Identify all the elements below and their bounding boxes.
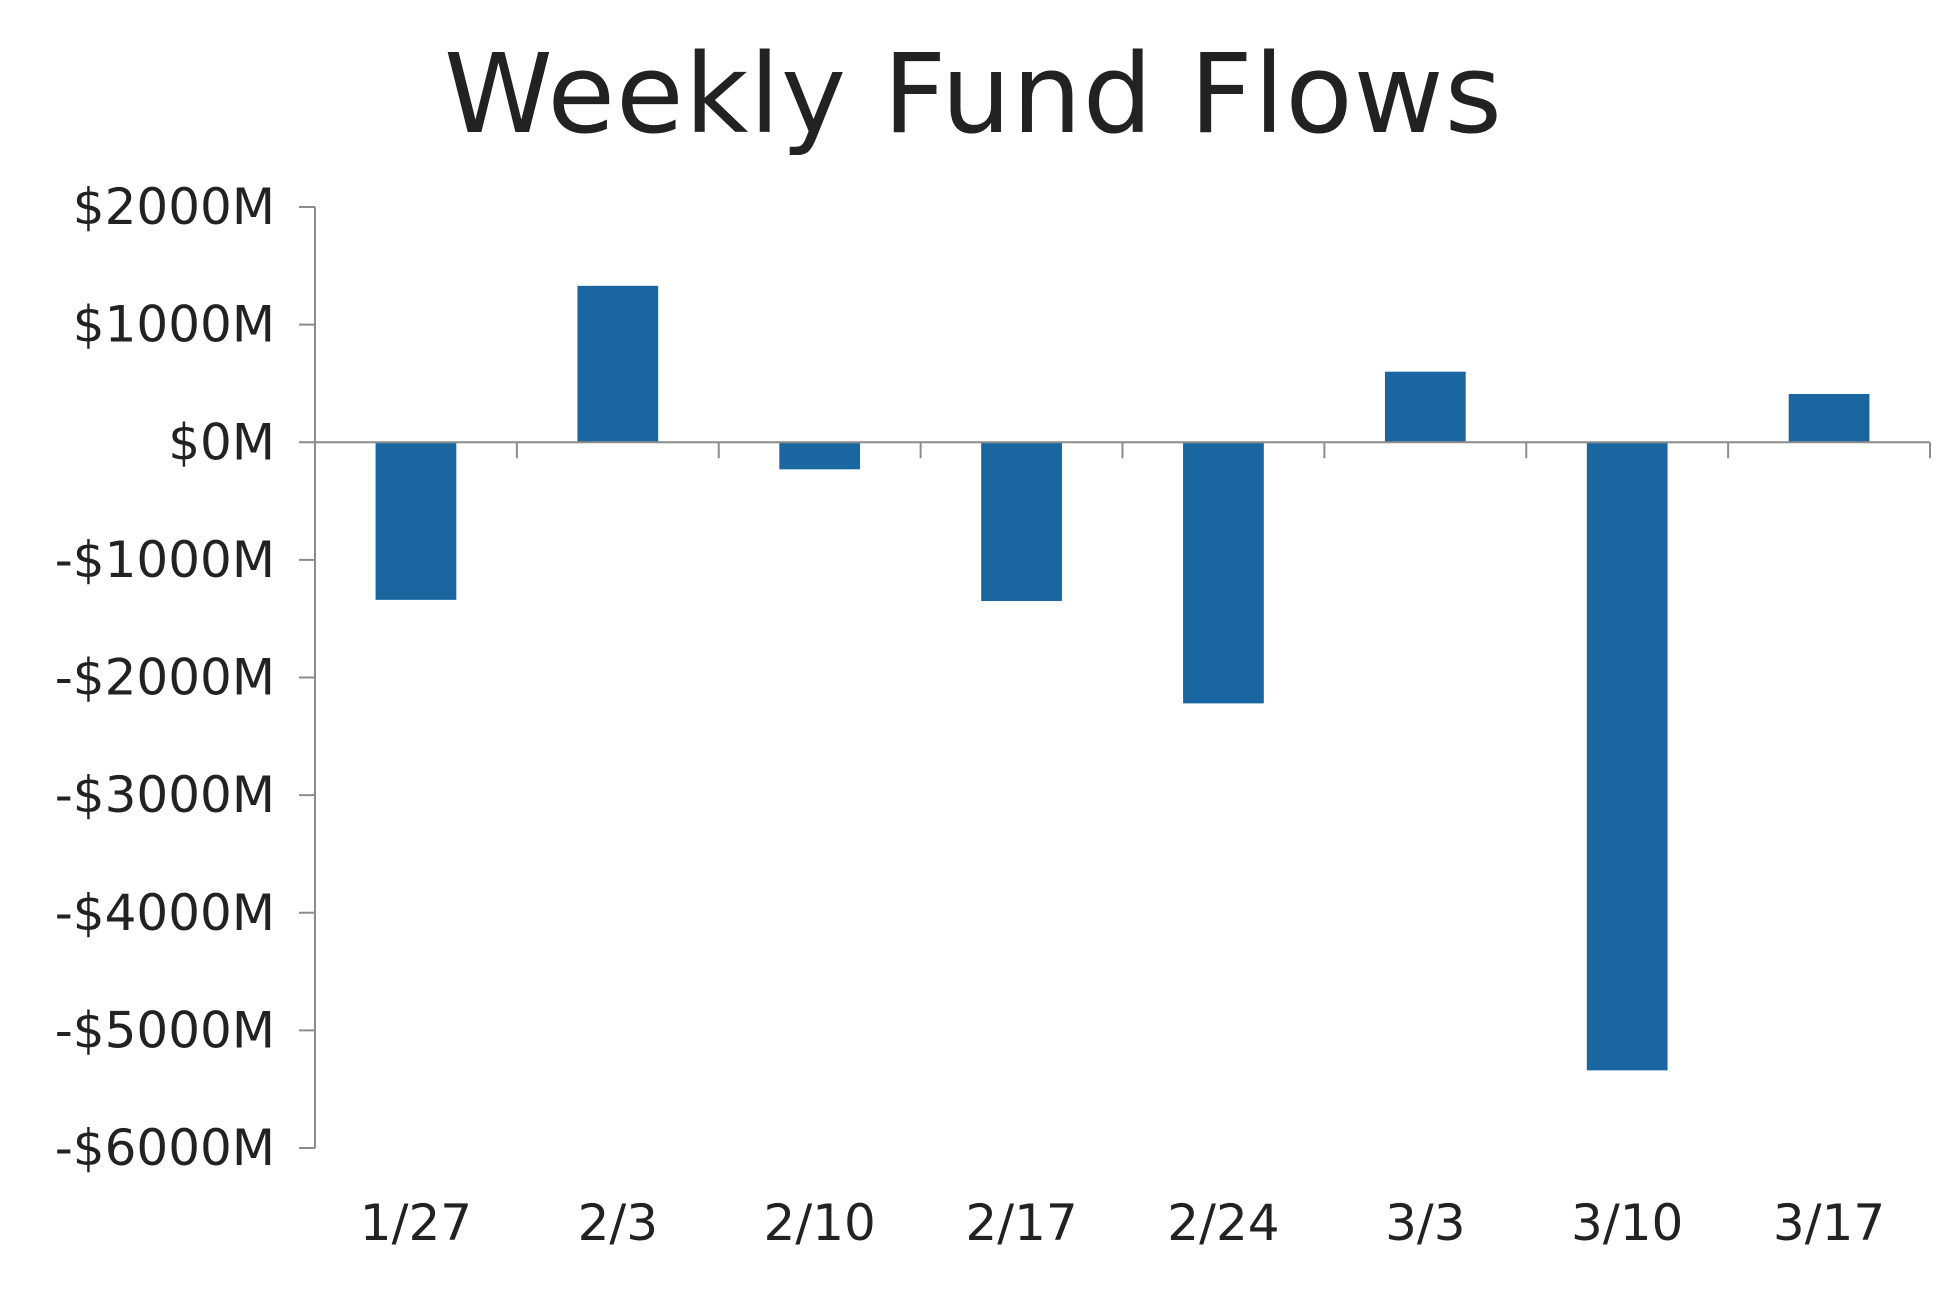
y-tick-label: -$6000M: [55, 1119, 275, 1177]
y-tick-label: -$3000M: [55, 766, 275, 824]
y-tick-label: $0M: [168, 413, 275, 471]
x-tick-label: 3/10: [1571, 1194, 1683, 1252]
bar-2-10: [779, 442, 861, 470]
y-tick-label: -$1000M: [55, 531, 275, 589]
bars: [375, 285, 1870, 1071]
y-tick-label: -$4000M: [55, 884, 275, 942]
x-tick-label: 2/24: [1167, 1194, 1279, 1252]
y-tick-label: -$5000M: [55, 1001, 275, 1059]
chart-title: Weekly Fund Flows: [444, 30, 1503, 158]
y-tick-label: -$2000M: [55, 649, 275, 707]
bar-2-3: [577, 285, 659, 443]
bar-3-3: [1384, 371, 1466, 443]
bar-2-24: [1183, 442, 1264, 704]
bar-3-17: [1788, 394, 1870, 443]
y-tick-label: $1000M: [73, 296, 275, 354]
bar-1-27: [375, 442, 457, 600]
x-tick-label: 3/3: [1385, 1194, 1465, 1252]
y-axis: $2000M $1000M $0M -$1000M -$2000M -$3000M -$40…: [55, 178, 316, 1177]
x-axis: 1/27 2/3 2/10 2/17 2/24 3/3 3/10 3/17: [315, 441, 1931, 1252]
x-tick-label: 2/3: [578, 1194, 658, 1252]
x-tick-label: 2/17: [965, 1194, 1077, 1252]
y-tick-label: $2000M: [73, 178, 275, 236]
bar-3-10: [1586, 442, 1668, 1071]
bar-2-17: [981, 442, 1062, 602]
x-tick-label: 3/17: [1773, 1194, 1885, 1252]
x-tick-label: 2/10: [764, 1194, 876, 1252]
x-tick-label: 1/27: [360, 1194, 472, 1252]
